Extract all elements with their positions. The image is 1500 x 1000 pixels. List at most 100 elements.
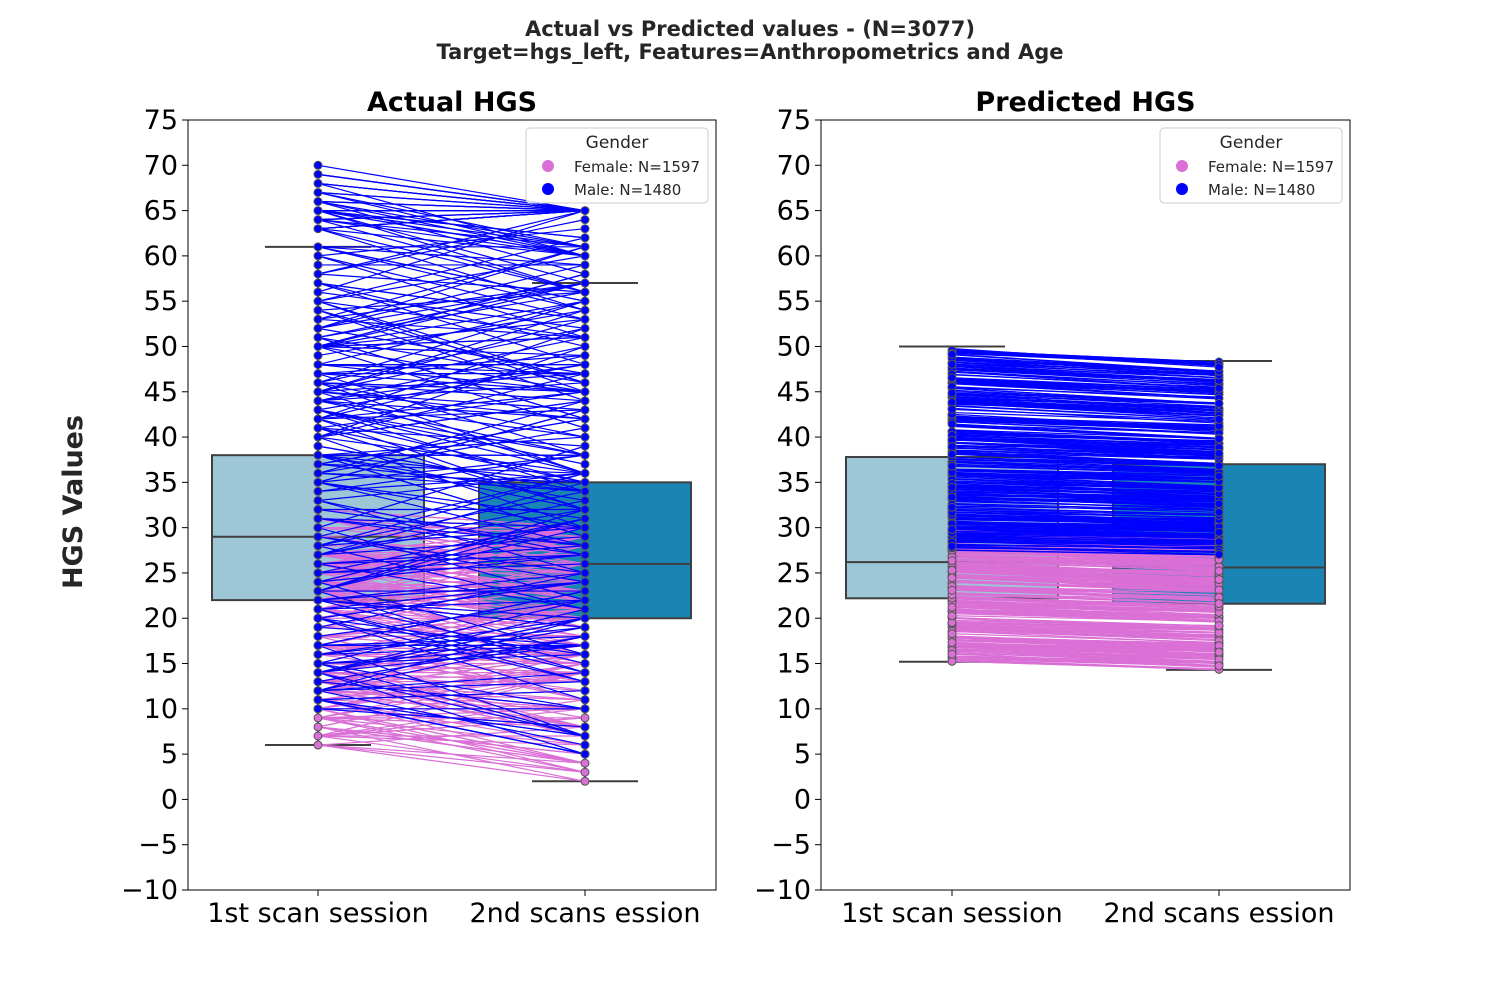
y-tick-label: 20 [144,603,178,634]
female-pair-line [951,581,1220,593]
male-pair-line [951,533,1220,538]
male-pair-line [317,635,586,647]
female-data-point [313,740,323,750]
female-pair-line [951,589,1220,601]
male-data-point [580,505,590,515]
male-data-point [313,341,323,351]
male-pair-line [317,209,586,239]
male-pair-line [951,518,1220,525]
female-data-point [313,722,323,732]
male-data-point [580,640,590,650]
y-tick-label: 10 [144,694,178,725]
male-pair-line [317,472,586,493]
male-pair-line [951,513,1220,524]
male-data-point [1214,537,1224,547]
male-data-point [313,378,323,388]
y-tick-label: 15 [144,649,178,680]
female-pair-line [951,596,1220,608]
male-data-point [313,323,323,333]
male-pair-line [317,309,586,357]
male-data-point [580,278,590,288]
female-data-point [947,602,957,612]
male-data-point [580,405,590,415]
male-pair-line [951,394,1220,405]
male-data-point [313,459,323,469]
male-pair-line [951,396,1220,408]
female-pair-line [951,650,1220,662]
male-pair-line [951,517,1220,525]
male-data-point [947,373,957,383]
male-pair-line [951,484,1220,493]
y-tick-label: 30 [777,513,811,544]
male-pair-line [317,209,586,248]
female-pair-line [951,599,1220,613]
female-pair-line [951,660,1220,671]
male-pair-line [951,497,1220,503]
male-data-point [580,695,590,705]
data-points [313,160,590,786]
male-data-point [580,559,590,569]
male-data-point [313,613,323,623]
legend-female-marker [1176,160,1188,172]
male-data-point [313,314,323,324]
male-pair-line [317,635,586,692]
male-pair-line [317,264,586,329]
male-data-point [313,704,323,714]
y-tick-label: 65 [777,196,811,227]
male-pair-line [317,581,586,610]
male-data-point [1214,499,1224,509]
male-pair-line [317,427,586,447]
female-pair-line [951,602,1220,616]
male-data-point [580,287,590,297]
male-pair-line [951,537,1220,544]
male-data-point [313,495,323,505]
male-pair-line [317,409,586,456]
male-data-point [1214,527,1224,537]
male-pair-line [951,478,1220,489]
male-data-point [580,305,590,315]
female-data-point [947,611,957,621]
male-pair-line [951,465,1220,475]
male-data-point [313,160,323,170]
y-tick-label: 60 [144,241,178,272]
male-data-point [313,296,323,306]
male-pair-line [317,228,586,293]
male-pair-line [951,445,1220,457]
y-tick-label: 5 [794,739,811,770]
predicted-hgs-panel: −10 −5 0 5 10 15 20 25 30 35 40 45 50 55 60 65 70 75 1st s… [754,87,1351,929]
male-pair-line [317,255,586,320]
male-data-point [580,459,590,469]
male-data-point [313,206,323,216]
male-data-point [580,323,590,333]
female-data-point [947,556,957,566]
male-data-point [313,396,323,406]
male-data-point [580,332,590,342]
female-data-point [1214,599,1224,609]
female-pair-line [317,617,586,637]
male-data-point [580,604,590,614]
male-pair-line [317,508,586,556]
male-data-point [947,419,957,429]
male-pair-line [951,460,1220,471]
y-tick-label: 0 [161,784,178,815]
female-pair-line [951,569,1220,579]
male-data-point [580,387,590,397]
female-pair-line [951,616,1220,630]
male-pair-line [951,357,1220,376]
male-pair-line [951,408,1220,422]
male-data-point [580,668,590,678]
male-pair-line [317,246,586,302]
male-pair-line [951,350,1220,365]
male-data-point [580,423,590,433]
female-data-point [1214,647,1224,657]
male-data-point [1214,399,1224,409]
male-pair-line [317,336,586,348]
male-pair-line [317,617,586,674]
male-pair-line [951,349,1220,363]
male-data-point [580,749,590,759]
male-data-point [580,595,590,605]
legend-entry-1: Female: N=1597 [1208,158,1334,176]
male-data-point [580,550,590,560]
female-data-point [947,638,957,648]
